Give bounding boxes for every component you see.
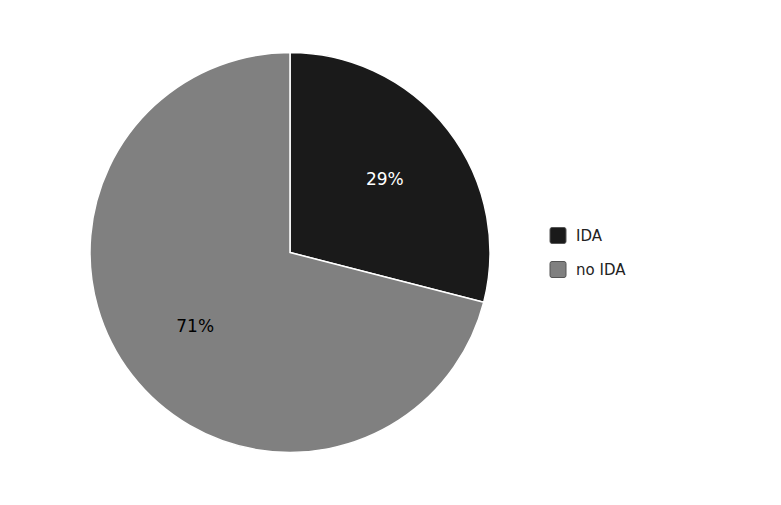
pie-slice	[90, 52, 484, 452]
chart-svg: 29% 71% IDA no IDA	[0, 0, 781, 505]
legend-swatch	[550, 262, 566, 278]
slices	[90, 52, 490, 452]
data-label: 29%	[366, 169, 404, 189]
legend-label: no IDA	[576, 261, 626, 279]
legend-label: IDA	[576, 227, 603, 245]
data-label: 71%	[176, 316, 214, 336]
data-labels: 29% 71%	[176, 169, 403, 336]
legend-swatch	[550, 228, 566, 244]
legend: IDA no IDA	[550, 227, 626, 279]
chart-container: 29% 71% IDA no IDA	[0, 0, 781, 505]
